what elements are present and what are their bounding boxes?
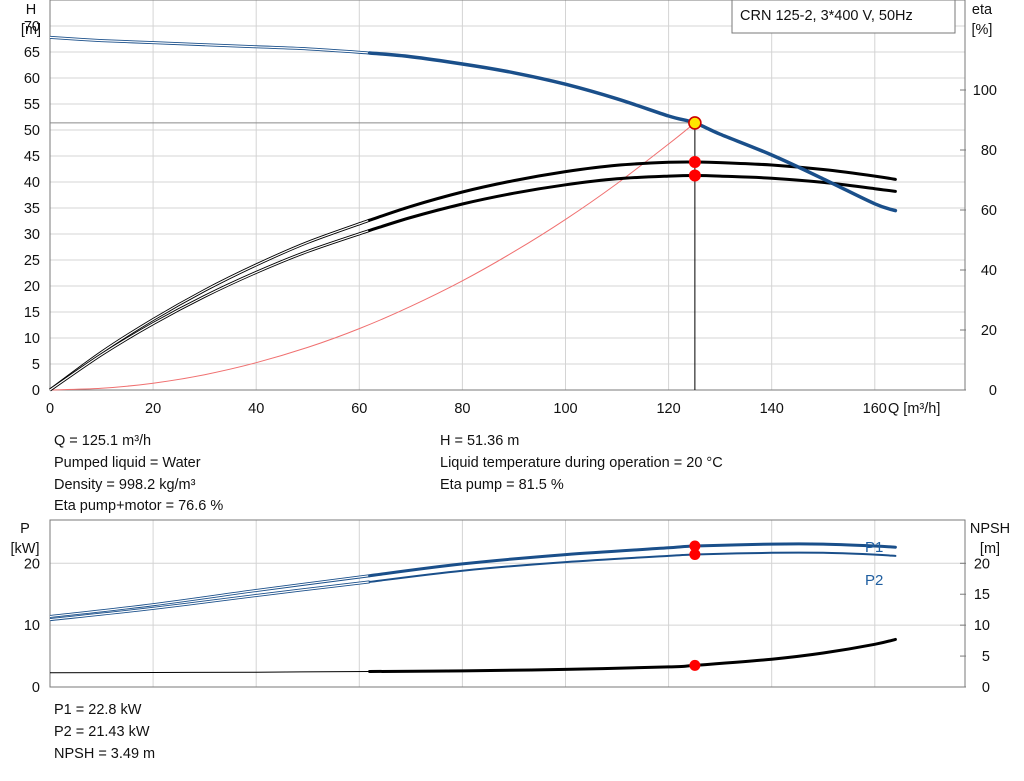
npsh-tick-label: 5 [982, 649, 990, 665]
eta-pump-motor-thin-outline [49, 228, 371, 392]
h-tick-label: 10 [24, 331, 40, 347]
eta-tick-label: 20 [981, 323, 997, 339]
x-tick-label: 20 [145, 401, 161, 417]
eta-tick-label: 100 [973, 83, 997, 99]
info-density: Density = 998.2 kg/m³ [54, 477, 196, 493]
x-tick-label: 140 [760, 401, 784, 417]
info-eta-total: Eta pump+motor = 76.6 % [54, 498, 223, 514]
eta-pump-motor-line [368, 173, 897, 232]
h-tick-label: 50 [24, 123, 40, 139]
x-tick-label: 100 [553, 401, 577, 417]
h-axis-title: H [26, 2, 36, 18]
head-duty-marker [688, 116, 702, 130]
info-head: H = 51.36 m [440, 433, 519, 449]
p-axis-unit: [kW] [11, 541, 40, 557]
h-tick-label: 0 [32, 383, 40, 399]
h-tick-label: 70 [24, 19, 40, 35]
legend-pump-model: CRN 125-2, 3*400 V, 50Hz [740, 8, 913, 24]
info-eta-pump: Eta pump = 81.5 % [440, 477, 564, 493]
p2-duty-marker [689, 548, 701, 560]
h-tick-label: 20 [24, 279, 40, 295]
eta-pump-thin-core [49, 219, 370, 391]
h-tick-label: 40 [24, 175, 40, 191]
h-tick-label: 25 [24, 253, 40, 269]
h-tick-label: 5 [32, 357, 40, 373]
eta-tick-label: 0 [989, 383, 997, 399]
x-tick-label: 60 [351, 401, 367, 417]
bottom-chart-frame [49, 519, 966, 688]
h-tick-label: 35 [24, 201, 40, 217]
info-flow: Q = 125.1 m³/h [54, 433, 151, 449]
bottom-chart-series [49, 540, 897, 674]
p-tick-label: 0 [32, 680, 40, 696]
npsh-axis-title: NPSH [970, 521, 1010, 537]
h-tick-label: 15 [24, 305, 40, 321]
eta-tick-label: 60 [981, 203, 997, 219]
eta-axis-unit: [%] [972, 22, 993, 38]
p2-curve-label: P2 [865, 572, 883, 589]
p1-curve-label: P1 [865, 539, 883, 556]
p-tick-label: 10 [24, 618, 40, 634]
npsh-tick-label: 0 [982, 680, 990, 696]
top-chart-ticks: 0 20 40 60 80 100 120 140 160 0 5 10 15 20 25 30 35 40 45 5… [24, 19, 997, 417]
info-npsh: NPSH = 3.49 m [54, 746, 155, 762]
h-tick-label: 55 [24, 97, 40, 113]
eta-pump-line [368, 160, 897, 222]
npsh-thin [49, 671, 370, 674]
h-tick-label: 65 [24, 45, 40, 61]
p1-duty-marker [689, 540, 701, 552]
info-liquid: Pumped liquid = Water [54, 455, 201, 471]
h-line [367, 51, 898, 213]
p1-line [368, 542, 897, 578]
top-chart-frame [49, 0, 966, 391]
p-tick-label: 20 [24, 556, 40, 572]
q-axis-title: Q [m³/h] [888, 401, 940, 417]
p1-thin-core [49, 575, 370, 618]
x-tick-label: 120 [656, 401, 680, 417]
npsh-line [368, 637, 897, 673]
npsh-tick-label: 15 [974, 587, 990, 603]
h-axis-unit: [m] [21, 22, 41, 38]
eta-axis-title: eta [972, 2, 993, 18]
h-thin-core [49, 36, 370, 54]
eta-tick-label: 40 [981, 263, 997, 279]
x-tick-label: 160 [863, 401, 887, 417]
h-tick-label: 60 [24, 71, 40, 87]
npsh-tick-label: 20 [974, 556, 990, 572]
eta-tick-label: 80 [981, 143, 997, 159]
eta-total-duty-marker [688, 169, 701, 182]
p-axis-title: P [20, 521, 30, 537]
npsh-duty-marker [689, 659, 701, 671]
h-tick-label: 30 [24, 227, 40, 243]
top-chart-series [49, 35, 898, 392]
eta-pump-duty-marker [688, 156, 701, 168]
x-tick-label: 80 [454, 401, 470, 417]
p2-thin-core [49, 581, 370, 621]
x-tick-label: 0 [46, 401, 54, 417]
p2-line [368, 551, 897, 583]
h-tick-label: 45 [24, 149, 40, 165]
legend-box [731, 0, 956, 34]
system-curve-line [49, 122, 696, 391]
eta-pump-motor-thin-core [49, 229, 370, 391]
info-p1: P1 = 22.8 kW [54, 702, 142, 718]
bottom-chart-ticks: 0 10 20 0 5 10 15 20 [24, 556, 990, 696]
info-temperature: Liquid temperature during operation = 20… [440, 455, 723, 471]
npsh-axis-unit: [m] [980, 541, 1000, 557]
info-p2: P2 = 21.43 kW [54, 724, 150, 740]
x-tick-label: 40 [248, 401, 264, 417]
npsh-tick-label: 10 [974, 618, 990, 634]
